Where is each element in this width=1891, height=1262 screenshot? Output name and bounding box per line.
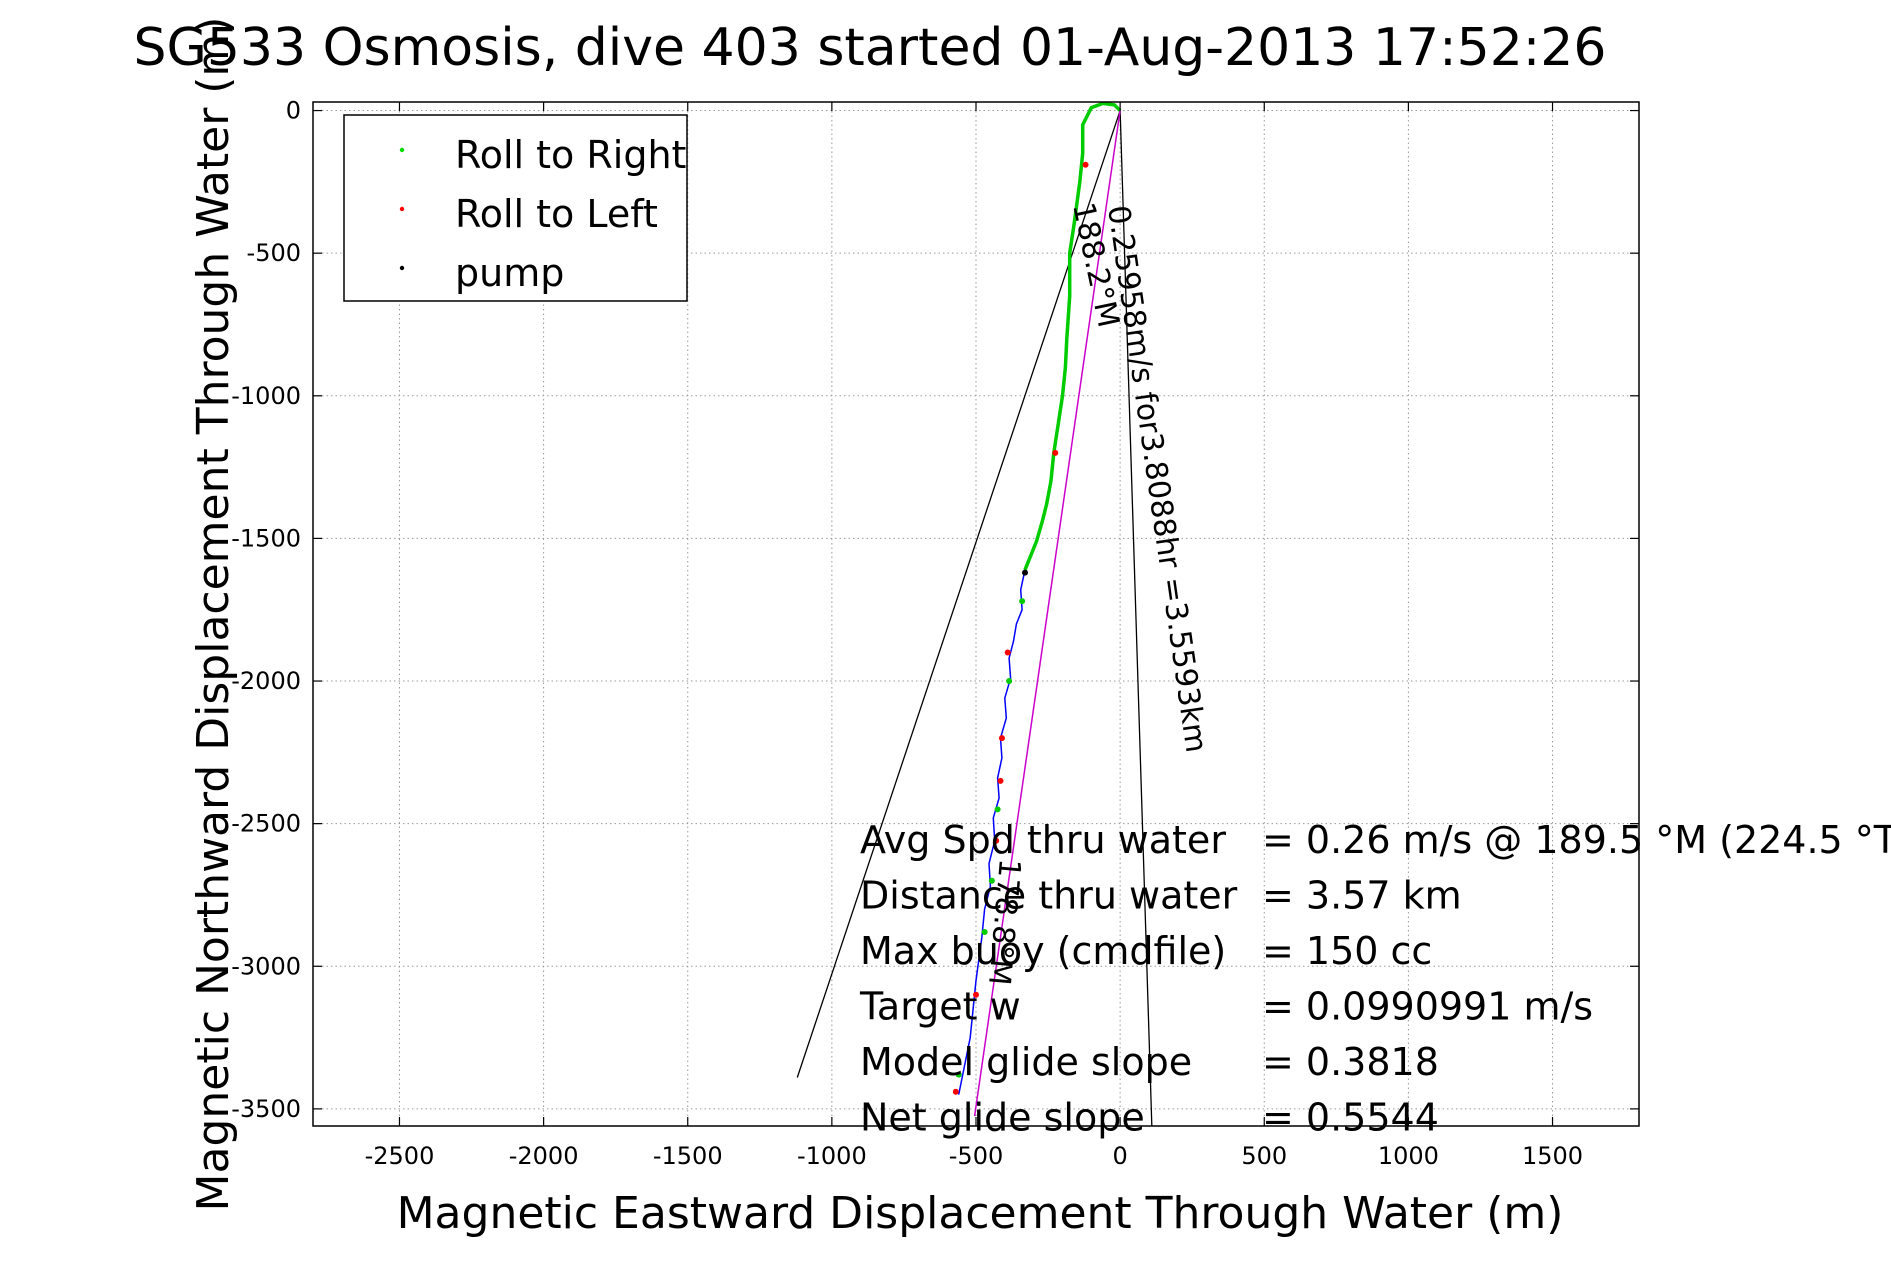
legend-marker bbox=[399, 265, 405, 271]
y-tick-label: -1500 bbox=[231, 524, 301, 552]
track-marker bbox=[1004, 649, 1011, 656]
track-marker bbox=[994, 806, 1001, 813]
dive-summary: Avg Spd thru water = 0.26 m/s @ 189.5 °M … bbox=[859, 818, 1891, 1140]
x-axis-label: Magnetic Eastward Displacement Through W… bbox=[397, 1188, 1564, 1239]
reference-line bbox=[796, 110, 1121, 1078]
summary-value: = 3.57 km bbox=[1262, 874, 1462, 918]
track-marker bbox=[981, 929, 988, 936]
track-marker bbox=[1022, 569, 1029, 576]
y-tick-label: 0 bbox=[286, 97, 301, 125]
track-marker bbox=[952, 1088, 959, 1095]
x-tick-label: 500 bbox=[1241, 1142, 1287, 1170]
track-series-line bbox=[973, 110, 1121, 1117]
y-tick-label: -2000 bbox=[231, 667, 301, 695]
track-marker bbox=[1006, 678, 1013, 685]
track-series-line bbox=[957, 569, 1026, 1095]
track-marker bbox=[993, 837, 1000, 844]
x-tick-label: 0 bbox=[1112, 1142, 1127, 1170]
x-tick-label: -500 bbox=[949, 1142, 1003, 1170]
chart-title: SG533 Osmosis, dive 403 started 01-Aug-2… bbox=[134, 18, 1607, 78]
y-tick-label: -3000 bbox=[231, 952, 301, 980]
x-axis-ticks: -2500 -2000 -1500 -1000 -500 0 500 1000 1500 bbox=[365, 102, 1583, 1170]
legend-label: Roll to Left bbox=[455, 192, 658, 236]
summary-value: = 0.3818 bbox=[1262, 1040, 1439, 1084]
y-axis-ticks: 0 -500 -1000 -1500 -2000 -2500 -3000 -3500 bbox=[231, 97, 1639, 1123]
track-marker bbox=[1019, 598, 1026, 605]
summary-label: Max buoy (cmdfile) bbox=[860, 929, 1226, 973]
reference-lines bbox=[796, 110, 1153, 1127]
summary-value: = 0.0990991 m/s bbox=[1262, 985, 1593, 1029]
legend-label: pump bbox=[455, 251, 564, 295]
legend: Roll to Right Roll to Left pump bbox=[343, 114, 688, 302]
x-tick-label: -1500 bbox=[653, 1142, 723, 1170]
y-tick-label: -3500 bbox=[231, 1095, 301, 1123]
summary-label: Net glide slope bbox=[860, 1096, 1145, 1140]
summary-value: = 150 cc bbox=[1262, 929, 1432, 973]
track-marker bbox=[997, 777, 1004, 784]
x-tick-label: -2500 bbox=[365, 1142, 435, 1170]
track-marker bbox=[988, 877, 995, 884]
y-tick-label: -2500 bbox=[231, 810, 301, 838]
track-markers bbox=[952, 161, 1089, 1095]
x-tick-label: -2000 bbox=[509, 1142, 579, 1170]
track-series bbox=[957, 101, 1122, 1117]
y-axis-label: Magnetic Northward Displacement Through … bbox=[188, 17, 239, 1212]
summary-label: Target w bbox=[859, 985, 1021, 1029]
legend-label: Roll to Right bbox=[455, 133, 686, 177]
summary-label: Avg Spd thru water bbox=[860, 818, 1226, 862]
track-series-line bbox=[1023, 101, 1122, 571]
track-marker bbox=[998, 735, 1005, 742]
y-tick-label: -1000 bbox=[231, 382, 301, 410]
reference-line bbox=[1119, 110, 1153, 1127]
summary-value: = 0.5544 bbox=[1262, 1096, 1439, 1140]
x-tick-label: 1000 bbox=[1378, 1142, 1439, 1170]
summary-label: Model glide slope bbox=[860, 1040, 1192, 1084]
track-marker bbox=[955, 1071, 962, 1078]
y-tick-label: -500 bbox=[247, 239, 301, 267]
track-marker bbox=[1052, 449, 1059, 456]
legend-marker bbox=[399, 147, 405, 153]
track-marker bbox=[1082, 161, 1089, 168]
summary-label: Distance thru water bbox=[860, 874, 1238, 918]
x-tick-label: -1000 bbox=[797, 1142, 867, 1170]
summary-value: = 0.26 m/s @ 189.5 °M (224.5 °T) bbox=[1262, 818, 1891, 862]
track-marker bbox=[973, 991, 979, 998]
legend-marker bbox=[399, 206, 405, 212]
x-tick-label: 1500 bbox=[1522, 1142, 1583, 1170]
